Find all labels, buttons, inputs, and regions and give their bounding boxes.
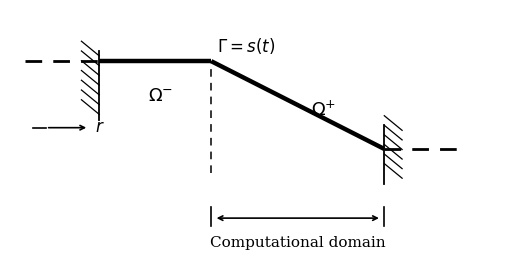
Text: $\Omega^{-}$: $\Omega^{-}$ <box>148 87 173 105</box>
Text: $r$: $r$ <box>95 119 105 136</box>
Text: $\Omega^{+}$: $\Omega^{+}$ <box>310 101 336 120</box>
Text: $\Gamma = s(t)$: $\Gamma = s(t)$ <box>217 36 276 56</box>
Text: Computational domain: Computational domain <box>210 236 386 250</box>
